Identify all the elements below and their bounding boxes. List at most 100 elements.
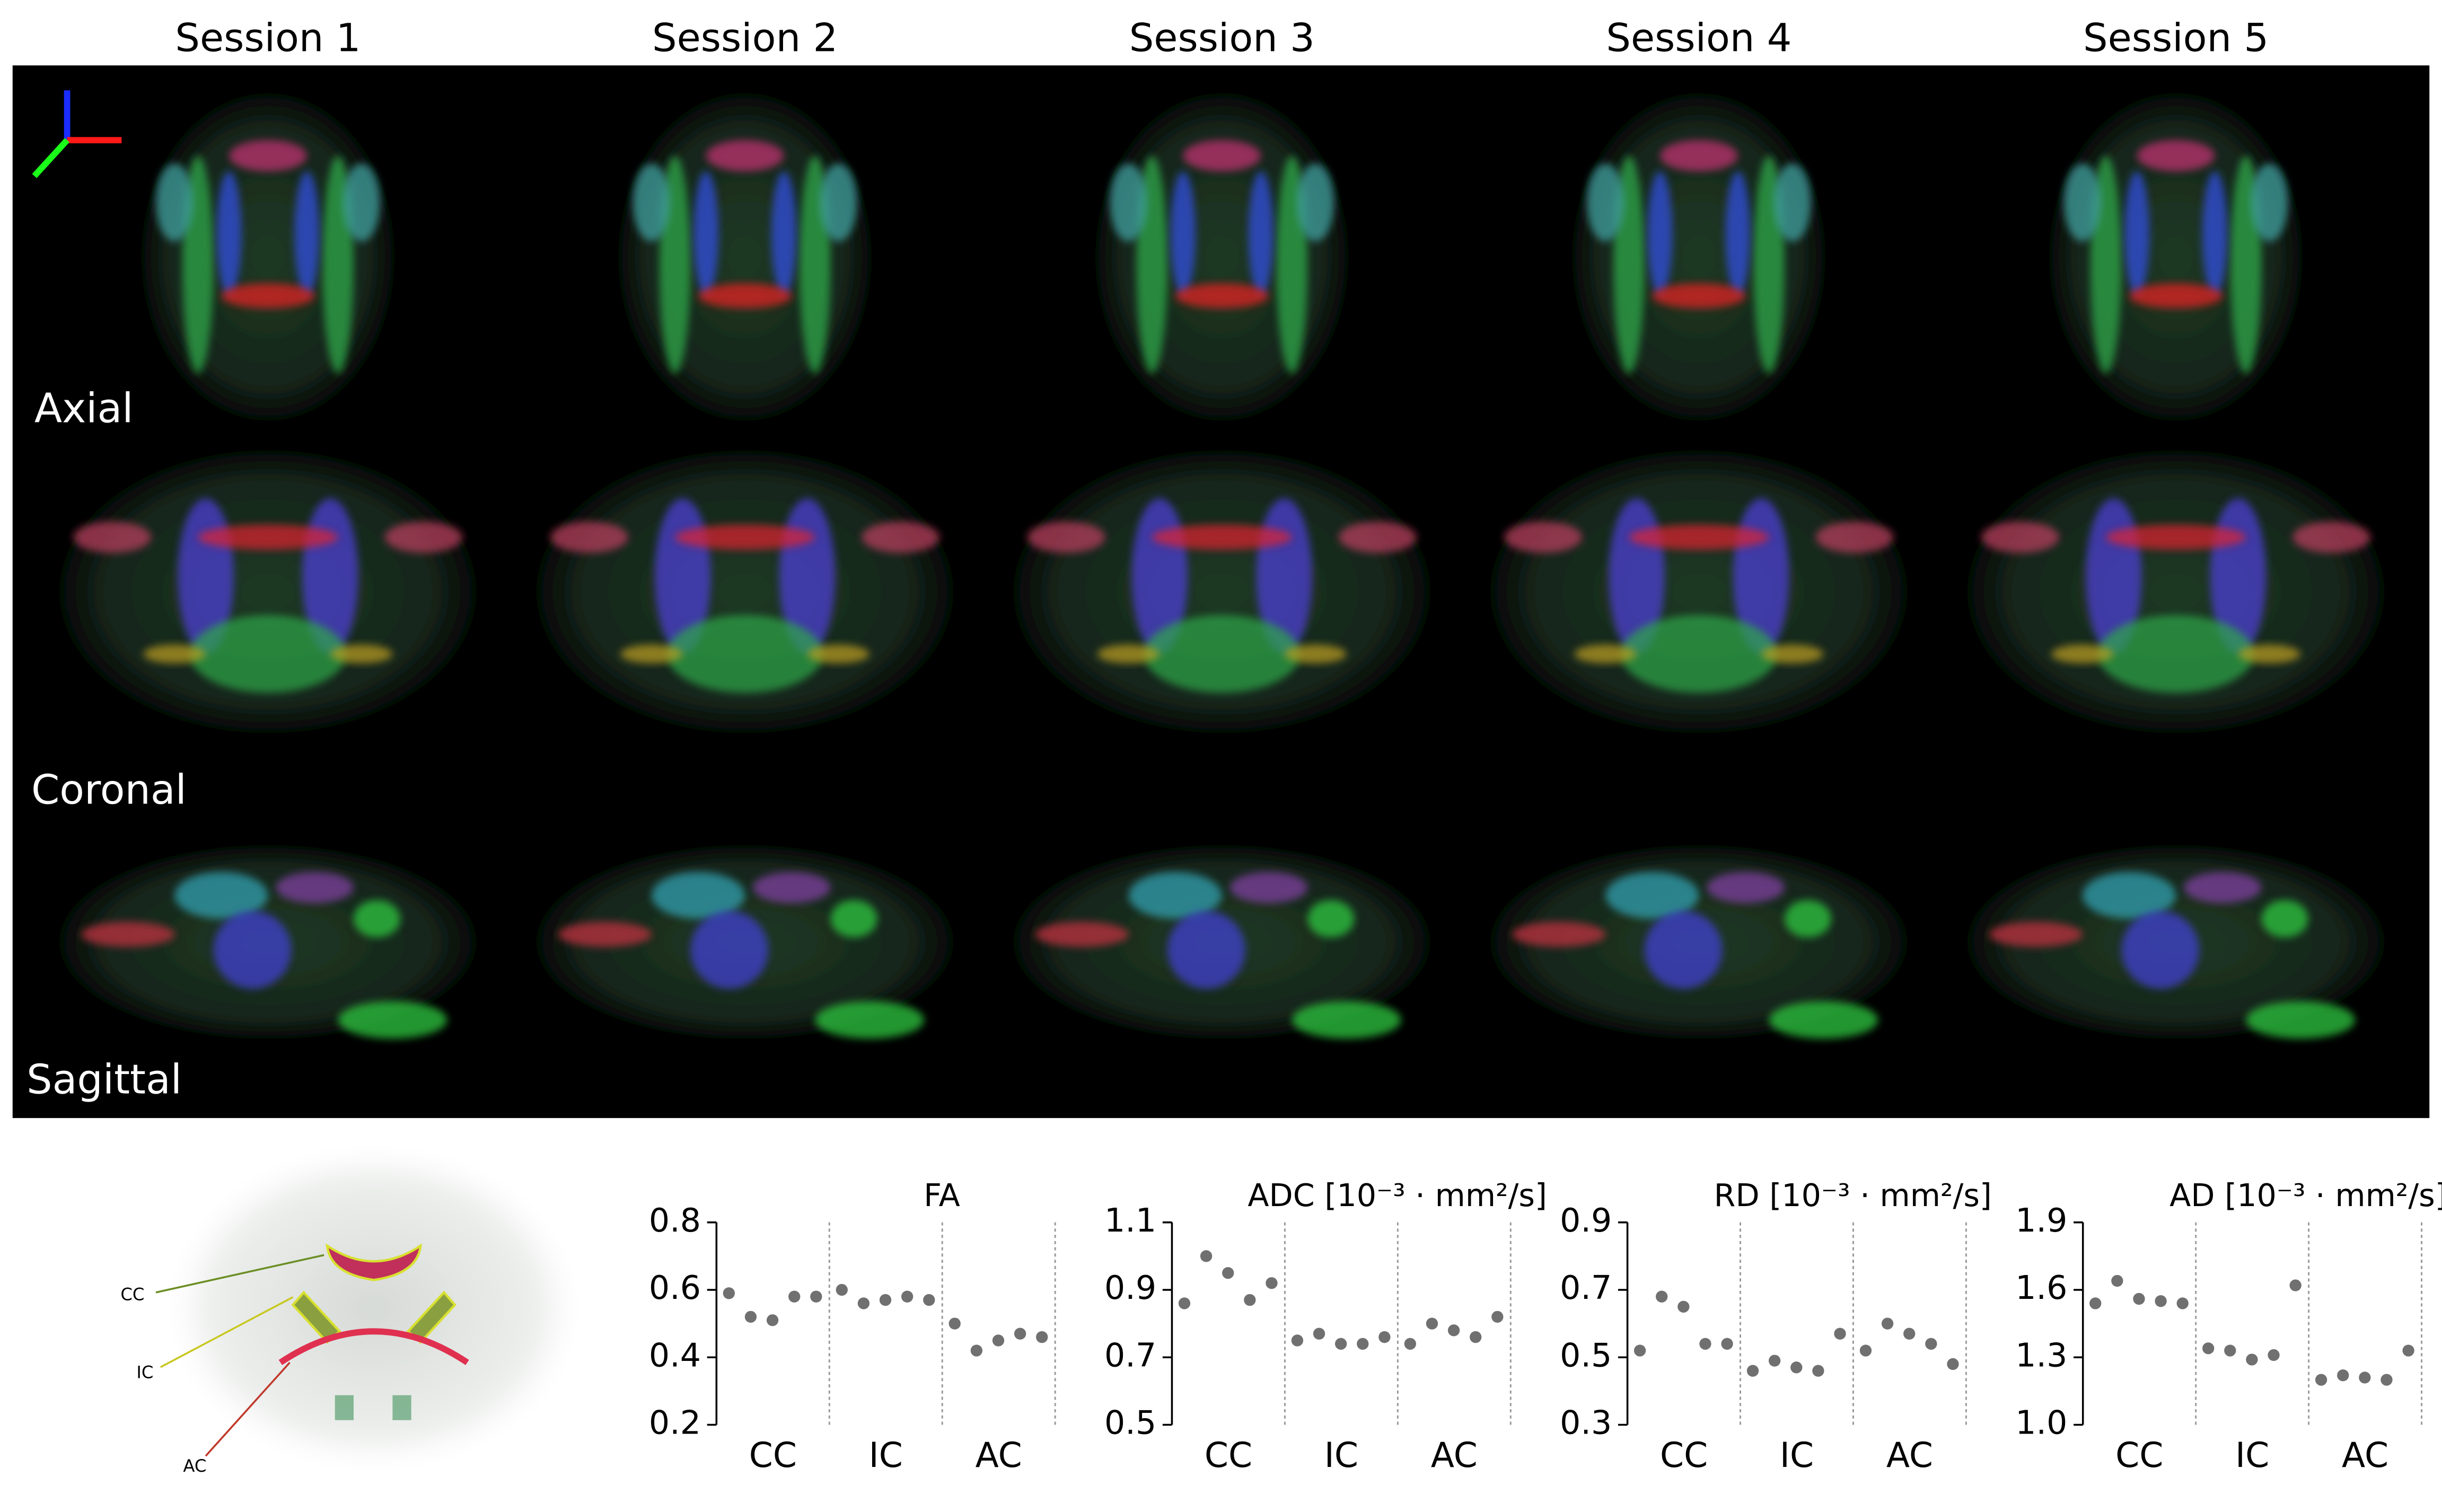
point: [1790, 1361, 1803, 1374]
point: [2176, 1297, 2189, 1309]
x-tick-label: AC: [1431, 1436, 1478, 1475]
point: [1859, 1344, 1872, 1357]
view-label: Sagittal: [27, 1056, 182, 1103]
x-tick-label: AC: [976, 1436, 1022, 1475]
roi-image: [155, 1152, 574, 1464]
tract: [1110, 163, 1147, 242]
session-label: Session 5: [2083, 15, 2269, 60]
tract: [1284, 644, 1347, 664]
tract: [1152, 524, 1292, 550]
coronal: [1004, 444, 1440, 740]
tract: [667, 615, 823, 693]
tract: [651, 872, 745, 919]
point: [857, 1297, 870, 1309]
tract: [190, 615, 346, 693]
y-tick-label: 1.6: [2015, 1269, 2067, 1307]
point: [2268, 1349, 2280, 1361]
chart-title: FA: [924, 1177, 960, 1214]
x-tick-label: CC: [749, 1436, 797, 1475]
tract: [2261, 900, 2308, 938]
x-tick-label: AC: [1886, 1436, 1933, 1475]
chart-title: AD [10⁻³ · mm²/s]: [2169, 1177, 2442, 1214]
point: [788, 1290, 801, 1303]
point: [1200, 1250, 1213, 1262]
y-tick-label: 1.3: [2015, 1336, 2067, 1374]
tract: [1296, 163, 1334, 242]
y-tick-label: 0.8: [649, 1201, 701, 1240]
point: [1491, 1311, 1504, 1323]
tract: [1989, 921, 2083, 947]
tract: [198, 524, 338, 550]
tract: [1097, 644, 1160, 664]
tract: [2292, 521, 2371, 553]
tract: [690, 911, 769, 989]
view-label: Coronal: [31, 767, 187, 814]
coronal: [1957, 444, 2394, 740]
point: [1656, 1290, 1668, 1303]
tract: [342, 163, 380, 242]
point: [836, 1284, 848, 1296]
tract: [1773, 163, 1811, 242]
point: [1925, 1338, 1937, 1350]
tract: [1981, 521, 2059, 553]
tract: [771, 171, 797, 296]
tract: [213, 911, 292, 989]
tract: [1621, 615, 1777, 693]
tract: [2246, 1001, 2355, 1039]
point: [1746, 1365, 1759, 1377]
point: [2202, 1342, 2215, 1355]
tract: [2063, 163, 2102, 242]
tract: [1659, 140, 1738, 172]
x-tick-label: IC: [1324, 1436, 1358, 1475]
point: [810, 1290, 822, 1303]
point: [1447, 1324, 1460, 1337]
tract: [1339, 521, 1417, 553]
point: [1404, 1338, 1417, 1350]
tract: [2129, 283, 2223, 309]
point: [1947, 1358, 1959, 1370]
point: [2289, 1279, 2302, 1291]
tract: [1292, 1001, 1401, 1039]
tract: [1035, 921, 1129, 947]
point: [2133, 1293, 2145, 1305]
orientation-icon: [32, 90, 122, 178]
tract: [674, 524, 815, 550]
tract: [384, 521, 463, 553]
tract: [862, 521, 940, 553]
point: [1677, 1300, 1690, 1313]
point: [723, 1287, 735, 1299]
point: [744, 1311, 757, 1323]
point: [2089, 1297, 2102, 1309]
tract: [143, 644, 206, 664]
point: [1335, 1338, 1347, 1350]
point: [2315, 1374, 2327, 1386]
tract: [1707, 872, 1785, 903]
tract: [807, 644, 870, 664]
tract: [1629, 524, 1769, 550]
tract: [81, 921, 175, 947]
view-label: Axial: [34, 385, 134, 432]
tract: [1769, 1001, 1878, 1039]
x-tick-label: AC: [2342, 1436, 2388, 1475]
point: [1426, 1317, 1438, 1330]
tract: [1512, 921, 1606, 947]
roi-label: IC: [136, 1362, 153, 1383]
tract: [820, 163, 857, 242]
tract: [2082, 872, 2176, 919]
tract: [1248, 171, 1273, 296]
y-tick-label: 1.9: [2015, 1201, 2067, 1240]
tract: [752, 872, 831, 903]
y-tick-label: 0.9: [1560, 1201, 1612, 1240]
x-tick-label: CC: [1660, 1436, 1708, 1475]
tract: [2183, 872, 2262, 903]
y-tick-label: 0.7: [1104, 1336, 1156, 1374]
tract: [1170, 171, 1196, 296]
point: [2337, 1369, 2349, 1382]
brain-column: [50, 85, 486, 1043]
point: [2359, 1372, 2371, 1384]
tract: [2251, 163, 2288, 242]
tract: [1144, 615, 1300, 693]
y-tick-label: 0.3: [1560, 1404, 1612, 1442]
tract: [1229, 872, 1308, 903]
tract: [2051, 644, 2114, 664]
